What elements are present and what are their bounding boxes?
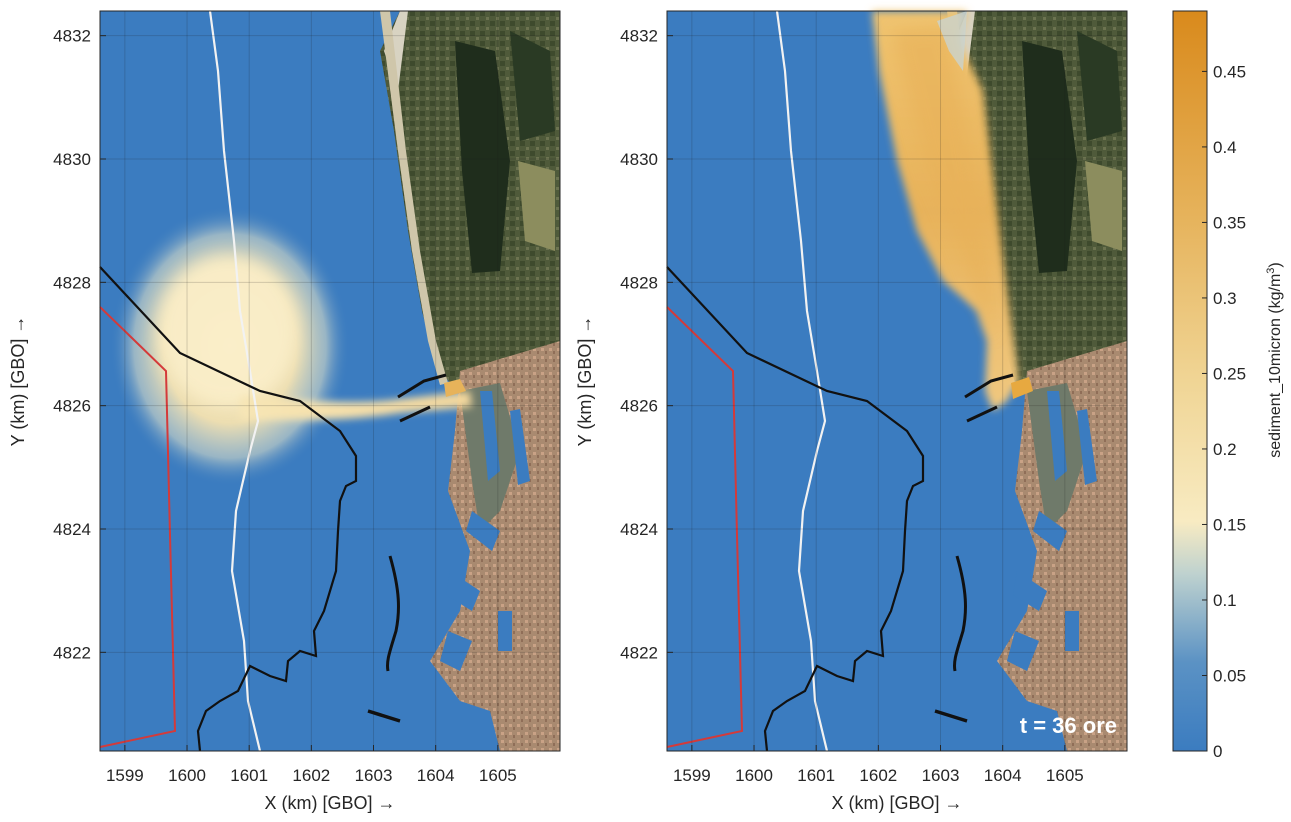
colorbar-tick-label: 0.2 (1213, 440, 1237, 459)
x-tick-label: 1605 (479, 766, 517, 785)
x-axis-label: X (km) [GBO] → (264, 793, 395, 813)
map-panel-left (98, 9, 561, 753)
y-tick-label: 4828 (53, 273, 91, 292)
colorbar-tick-label: 0.15 (1213, 515, 1246, 534)
y-tick-label: 4832 (620, 27, 658, 46)
x-axis-label: X (km) [GBO] → (831, 793, 962, 813)
y-tick-label: 4830 (620, 150, 658, 169)
colorbar-tick-label: 0.35 (1213, 213, 1246, 232)
colorbar-tick-label: 0.25 (1213, 364, 1246, 383)
x-tick-label: 1603 (355, 766, 393, 785)
y-axis-label: Y (km) [GBO] → (8, 316, 28, 447)
x-tick-label: 1604 (417, 766, 455, 785)
y-tick-label: 4832 (53, 27, 91, 46)
x-tick-label: 1602 (292, 766, 330, 785)
x-tick-label: 1604 (984, 766, 1022, 785)
colorbar-label: sediment_10micron (kg/m3) (1265, 262, 1284, 458)
x-tick-label: 1601 (797, 766, 835, 785)
x-tick-label: 1600 (168, 766, 206, 785)
colorbar-gradient (1172, 10, 1208, 752)
colorbar-tick-label: 0.3 (1213, 289, 1237, 308)
colorbar-tick-label: 0.05 (1213, 666, 1246, 685)
y-tick-label: 4822 (53, 643, 91, 662)
x-tick-label: 1600 (735, 766, 773, 785)
time-annotation: t = 36 ore (1020, 713, 1117, 738)
x-tick-label: 1605 (1046, 766, 1084, 785)
colorbar: 0 0.05 0.1 0.15 0.2 0.25 0.3 0.35 0.4 0.45 sedime… (1172, 10, 1284, 761)
colorbar-tick-label: 0 (1213, 742, 1222, 761)
axes-left: 1599 1600 1601 1602 1603 1604 1605 4822 4824 4826… (8, 27, 517, 813)
y-tick-label: 4824 (620, 520, 658, 539)
x-tick-label: 1601 (230, 766, 268, 785)
y-tick-label: 4824 (53, 520, 91, 539)
x-tick-label: 1603 (922, 766, 960, 785)
map-panel-right: t = 36 ore (665, 9, 1128, 753)
y-axis-label: Y (km) [GBO] → (575, 316, 595, 447)
grid-left (100, 11, 560, 751)
y-tick-label: 4830 (53, 150, 91, 169)
x-tick-label: 1602 (859, 766, 897, 785)
colorbar-tick-label: 0.45 (1213, 62, 1246, 81)
axes-right: 1599 1600 1601 1602 1603 1604 1605 4822 4824 4826… (575, 27, 1084, 813)
colorbar-ticks: 0 0.05 0.1 0.15 0.2 0.25 0.3 0.35 0.4 0.45 (1202, 62, 1246, 761)
x-tick-label: 1599 (673, 766, 711, 785)
y-tick-label: 4826 (620, 397, 658, 416)
colorbar-tick-label: 0.4 (1213, 138, 1237, 157)
y-tick-label: 4826 (53, 397, 91, 416)
y-tick-label: 4822 (620, 643, 658, 662)
y-tick-label: 4828 (620, 273, 658, 292)
sediment-plume-left (110, 206, 472, 486)
grid-right (667, 11, 1127, 751)
colorbar-tick-label: 0.1 (1213, 591, 1237, 610)
x-tick-label: 1599 (106, 766, 144, 785)
sediment-plume-right (872, 11, 1033, 411)
